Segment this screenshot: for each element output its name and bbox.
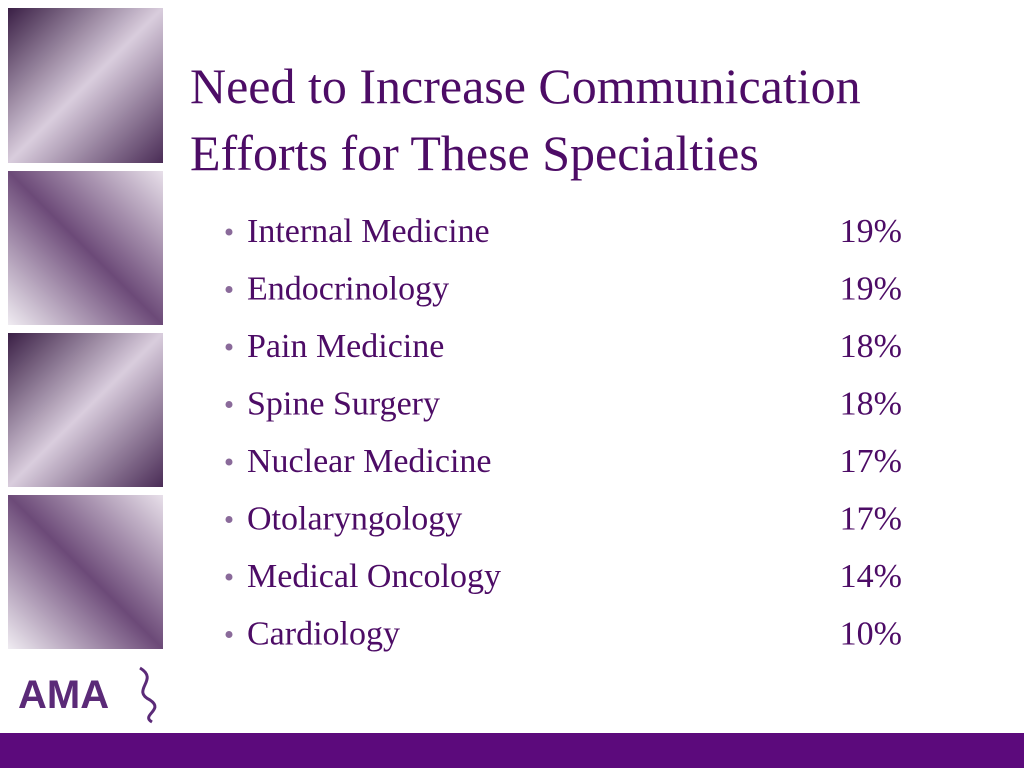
- bullet: [225, 286, 233, 293]
- item-value: 14%: [840, 558, 902, 595]
- bullet: [225, 631, 233, 638]
- logo: AMA: [18, 673, 109, 717]
- title: Need to Increase Communication Efforts fo…: [190, 58, 861, 181]
- item-name: Internal Medicine: [247, 213, 490, 250]
- title-line: Need to Increase Communication: [190, 58, 861, 114]
- item-name: Medical Oncology: [247, 558, 501, 595]
- photo: [8, 8, 163, 163]
- item-value: 17%: [840, 443, 902, 480]
- item-value: 18%: [840, 328, 902, 365]
- bullet: [225, 228, 233, 236]
- item-value: 19%: [840, 213, 902, 250]
- item-value: 18%: [840, 386, 902, 423]
- item-value: 10%: [840, 616, 902, 653]
- item-name: Spine Surgery: [247, 386, 440, 423]
- item-name: Otolaryngology: [247, 501, 462, 538]
- bullet: [225, 401, 233, 408]
- item-value: 19%: [840, 271, 902, 308]
- item-value: 17%: [840, 501, 902, 538]
- logo-mark: [139, 666, 157, 724]
- bullet: [225, 573, 233, 581]
- bullet: [225, 516, 233, 523]
- photo: [8, 495, 163, 649]
- photo: [8, 171, 163, 325]
- bullet: [225, 458, 233, 466]
- bullet: [225, 343, 233, 351]
- title-line: Efforts for These Specialties: [190, 125, 759, 181]
- item-name: Pain Medicine: [247, 328, 444, 365]
- item-list: Internal Medicine 19% Endocrinology 19% Pain…: [225, 213, 902, 653]
- photo: [8, 333, 163, 487]
- item-name: Cardiology: [247, 616, 400, 653]
- footer-bar: [0, 733, 1024, 768]
- item-name: Nuclear Medicine: [247, 443, 492, 480]
- item-name: Endocrinology: [247, 271, 449, 308]
